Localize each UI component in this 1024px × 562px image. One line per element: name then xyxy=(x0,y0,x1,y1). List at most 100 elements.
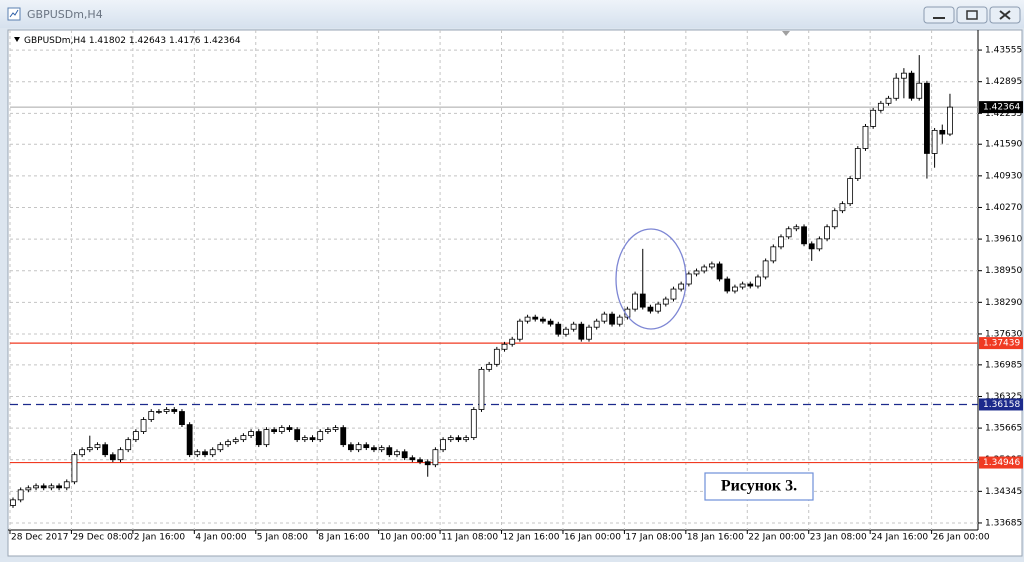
window-icon-glyph xyxy=(9,9,19,18)
candle-body xyxy=(639,293,646,308)
candle-body xyxy=(586,326,592,340)
x-tick-label: 23 Jan 08:00 xyxy=(810,533,867,543)
candle-body xyxy=(225,441,231,446)
candle-body xyxy=(678,283,685,290)
chart-header: GBPUSDm,H4 1.41802 1.42643 1.4176 1.4236… xyxy=(24,36,241,46)
x-tick-label: 18 Jan 16:00 xyxy=(687,533,744,543)
annotation-text: Рисунок 3. xyxy=(721,478,797,495)
candle-body xyxy=(739,283,746,288)
window-buttons[interactable] xyxy=(923,6,1021,24)
candle-body xyxy=(900,72,907,79)
y-tick-label: 1.37630 xyxy=(985,329,1022,339)
candle-body xyxy=(217,444,224,451)
candle-body xyxy=(294,429,301,441)
candle-body xyxy=(670,288,677,300)
candle-body xyxy=(94,444,101,449)
y-tick-label: 1.40930 xyxy=(985,171,1022,181)
level-label: 1.37439 xyxy=(983,339,1020,349)
candle-body xyxy=(33,485,39,489)
minimize-button[interactable] xyxy=(923,6,955,24)
candle-body xyxy=(662,298,669,305)
candle-body xyxy=(831,210,838,228)
candle-body xyxy=(854,148,861,179)
highlight-ellipse xyxy=(615,228,687,330)
candle-body xyxy=(632,293,638,310)
candle-body xyxy=(716,263,723,280)
candle-body xyxy=(877,102,884,111)
y-tick-label: 1.40270 xyxy=(985,203,1022,213)
axes: 1.336851.343451.350051.356651.363251.369… xyxy=(9,46,1023,543)
candle-body xyxy=(870,109,877,127)
candle-body xyxy=(747,283,754,287)
level-label-box xyxy=(979,337,1023,350)
candle-body xyxy=(386,447,393,456)
candle-body xyxy=(532,316,539,320)
candle-body xyxy=(332,427,339,430)
candle-body xyxy=(171,409,178,412)
x-tick-label: 22 Jan 00:00 xyxy=(748,533,805,543)
candle-body xyxy=(762,260,769,278)
candle-body xyxy=(417,459,423,463)
restore-button[interactable] xyxy=(956,6,988,24)
candle-body xyxy=(440,439,446,451)
candle-body xyxy=(355,444,362,451)
x-tick-label: 12 Jan 16:00 xyxy=(503,533,560,543)
candle-body xyxy=(785,228,792,238)
symbol-menu-arrow[interactable] xyxy=(14,37,20,42)
candle-body xyxy=(286,427,293,430)
candle-body xyxy=(685,273,692,285)
candle-body xyxy=(824,226,830,240)
candle-body xyxy=(939,129,946,135)
candle-body xyxy=(48,485,55,489)
candle-body xyxy=(755,276,761,287)
candle-body xyxy=(240,435,247,441)
candle-body xyxy=(778,236,784,248)
candles xyxy=(10,55,953,508)
y-tick-label: 1.38950 xyxy=(985,266,1022,276)
candle-body xyxy=(693,270,700,275)
candle-body xyxy=(309,437,316,441)
candle-body xyxy=(378,447,385,451)
candle-body xyxy=(394,451,400,456)
symbol: GBPUSDm,H4 xyxy=(24,36,86,46)
low-price: 1.4176 xyxy=(169,36,201,46)
candle-body xyxy=(793,226,800,230)
y-tick-label: 1.42895 xyxy=(985,77,1022,87)
y-tick-label: 1.33685 xyxy=(985,518,1022,528)
chart-area xyxy=(7,29,1023,557)
candle-body xyxy=(79,449,86,456)
bid-label-box xyxy=(979,101,1023,114)
level-label-box xyxy=(979,456,1023,469)
candle-body xyxy=(885,97,892,104)
y-tick-label: 1.36325 xyxy=(985,392,1022,402)
candle-body xyxy=(324,429,331,432)
candle-body xyxy=(547,320,554,325)
shift-marker[interactable] xyxy=(782,31,790,36)
candle-body xyxy=(808,243,815,250)
candle-body xyxy=(232,439,239,443)
candle-body xyxy=(924,82,930,154)
x-tick-label: 10 Jan 00:00 xyxy=(380,533,437,543)
x-tick-label: 29 Dec 08:00 xyxy=(72,533,133,543)
x-tick-label: 4 Jan 00:00 xyxy=(195,533,247,543)
candle-body xyxy=(117,449,124,461)
level-label: 1.36158 xyxy=(983,400,1020,410)
close-price: 1.42364 xyxy=(203,36,240,46)
candle-body xyxy=(701,266,708,272)
y-tick-label: 1.43555 xyxy=(985,46,1022,56)
candle-body xyxy=(486,363,493,370)
window-title: GBPUSDm,H4 xyxy=(27,8,103,21)
candle-body xyxy=(140,419,147,432)
candle-body xyxy=(931,129,938,154)
candle-body xyxy=(578,323,585,340)
y-tick-label: 1.36985 xyxy=(985,360,1022,370)
candle-body xyxy=(209,449,216,456)
candle-body xyxy=(916,82,923,99)
candle-body xyxy=(540,318,546,322)
candle-body xyxy=(801,226,807,245)
candle-body xyxy=(263,429,270,446)
candle-body xyxy=(102,444,109,456)
candle-body xyxy=(109,454,116,461)
candle-body xyxy=(732,286,738,292)
candle-body xyxy=(493,348,500,365)
